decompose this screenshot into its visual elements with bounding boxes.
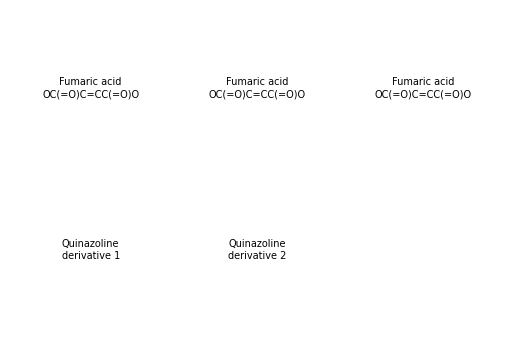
Text: Quinazoline
derivative 1: Quinazoline derivative 1: [62, 239, 120, 261]
Text: Fumaric acid
OC(=O)C=CC(=O)O: Fumaric acid OC(=O)C=CC(=O)O: [209, 77, 305, 99]
Text: Quinazoline
derivative 2: Quinazoline derivative 2: [228, 239, 286, 261]
Text: Fumaric acid
OC(=O)C=CC(=O)O: Fumaric acid OC(=O)C=CC(=O)O: [375, 77, 472, 99]
Text: Fumaric acid
OC(=O)C=CC(=O)O: Fumaric acid OC(=O)C=CC(=O)O: [42, 77, 139, 99]
